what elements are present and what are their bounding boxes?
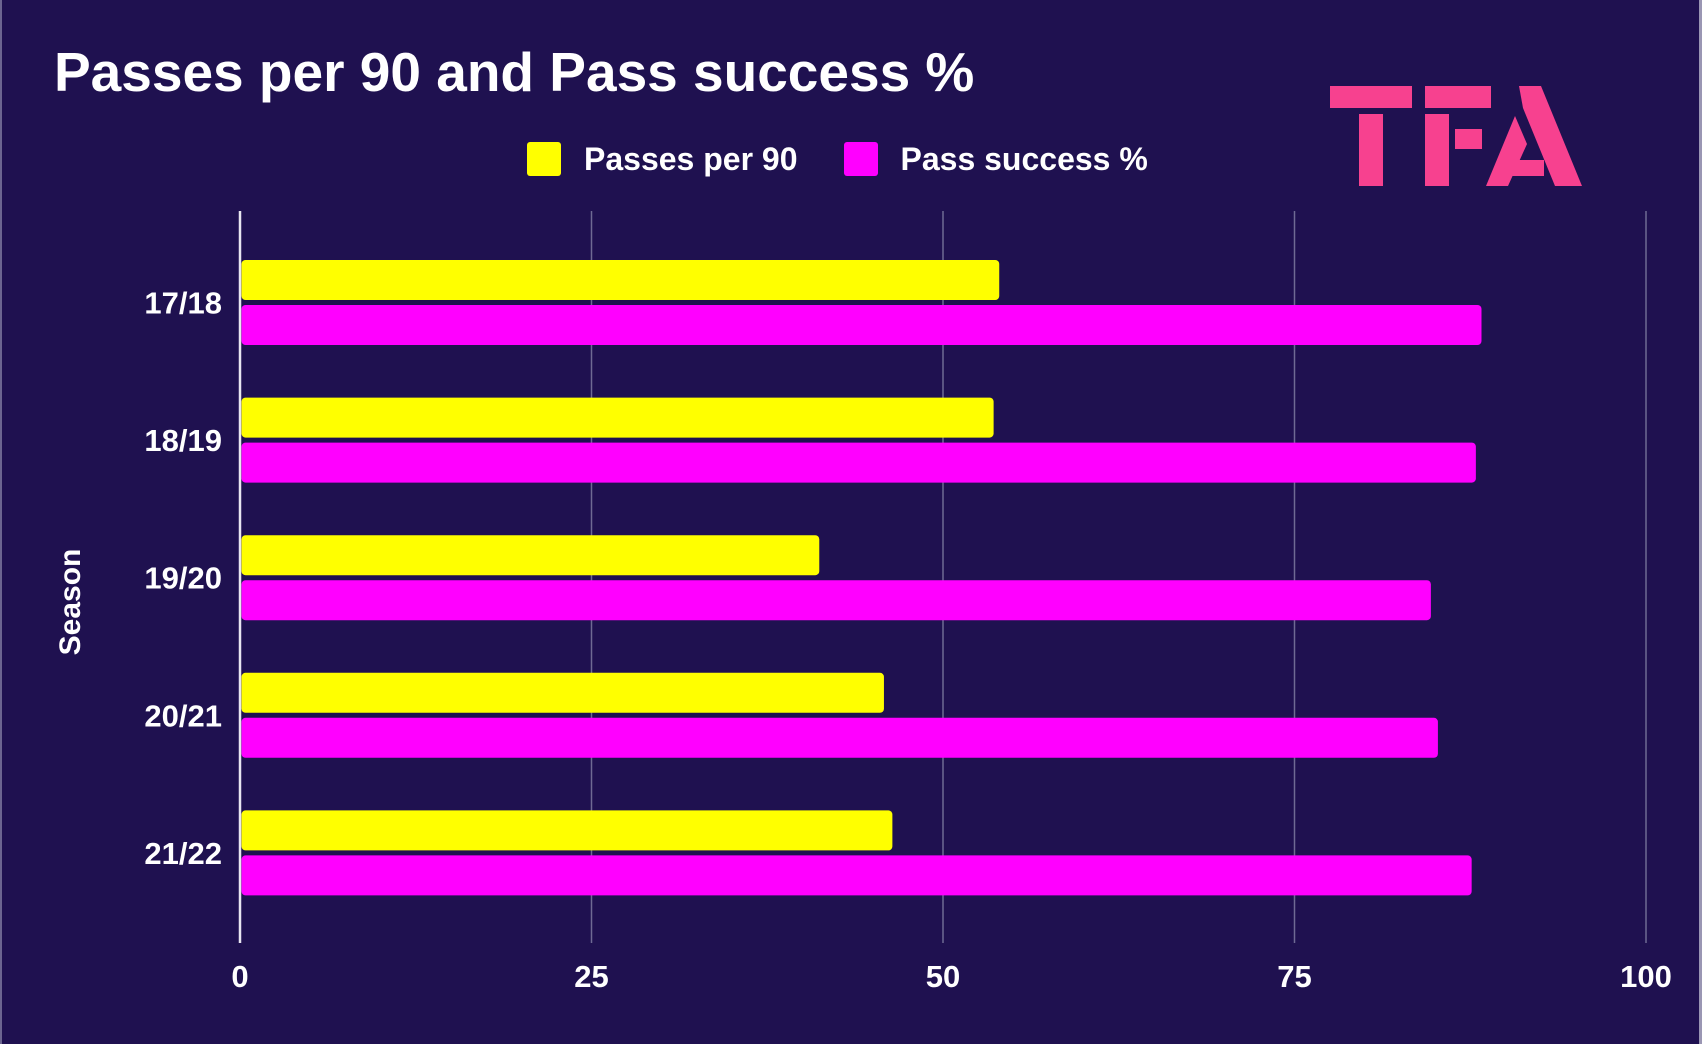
bar-passes-per-90 [241, 672, 884, 713]
legend-item-passes-per-90: Passes per 90 [527, 141, 798, 178]
bar-passes-per-90 [241, 260, 1000, 300]
x-tick-label: 25 [574, 959, 608, 994]
bar-pass-success [241, 305, 1482, 345]
x-tick-label: 75 [1277, 959, 1311, 994]
legend: Passes per 90 Pass success % [527, 139, 1194, 179]
legend-swatch-pass-success [843, 142, 878, 176]
category-label: 19/20 [144, 561, 222, 596]
legend-swatch-passes-per-90 [527, 142, 561, 176]
category-label: 21/22 [144, 836, 222, 871]
bar-passes-per-90 [241, 397, 994, 438]
bar-passes-per-90 [241, 810, 893, 851]
bar-pass-success [241, 442, 1476, 483]
category-label: 18/19 [144, 423, 222, 458]
x-tick-label: 0 [231, 959, 248, 994]
x-tick-label: 50 [926, 959, 960, 994]
category-label: 17/18 [144, 286, 222, 321]
legend-item-pass-success: Pass success % [843, 140, 1148, 178]
bar-passes-per-90 [241, 535, 820, 576]
x-tick-label: 100 [1620, 959, 1672, 994]
legend-label-passes-per-90: Passes per 90 [584, 140, 798, 177]
bar-pass-success [241, 580, 1431, 621]
bar-pass-success [241, 855, 1472, 896]
tfa-logo-icon [1330, 86, 1582, 186]
y-axis-title: Season [54, 549, 87, 656]
legend-label-pass-success: Pass success % [900, 140, 1148, 177]
chart-title: Passes per 90 and Pass success % [54, 41, 975, 103]
bar-pass-success [241, 717, 1438, 758]
category-label: 20/21 [144, 698, 222, 733]
